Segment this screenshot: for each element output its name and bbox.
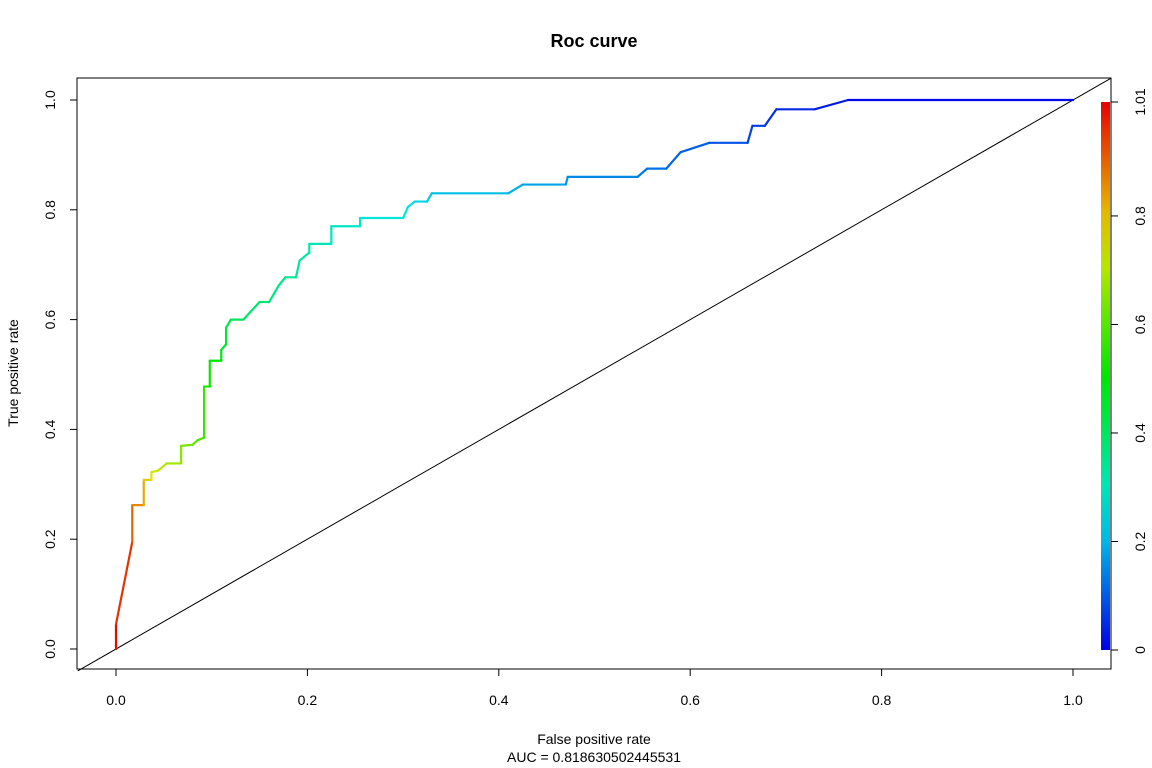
roc-segment <box>114 540 134 626</box>
colorbar-bar <box>1101 102 1110 650</box>
y-axis: 0.0 0.2 0.4 0.6 0.8 1.0 <box>42 90 78 659</box>
roc-segment <box>242 300 261 321</box>
roc-segment <box>636 167 649 178</box>
y-tick-label: 0.2 <box>42 529 58 549</box>
y-tick-label: 0.6 <box>42 310 58 330</box>
colorbar-tick-label: 0.6 <box>1132 315 1148 335</box>
colorbar-tick-label: 1.01 <box>1132 88 1148 115</box>
roc-segment <box>220 343 228 351</box>
x-tick-label: 1.0 <box>1063 692 1083 708</box>
y-tick-label: 1.0 <box>42 90 58 110</box>
roc-segment <box>224 318 232 329</box>
y-tick-label: 0.4 <box>42 419 58 439</box>
diagonal-line <box>77 77 1112 672</box>
roc-segment <box>406 200 416 209</box>
diagonal-layer <box>77 77 1112 672</box>
roc-segment <box>150 469 160 474</box>
roc-curve <box>114 98 1075 651</box>
roc-segment <box>196 436 206 442</box>
x-tick-label: 0.8 <box>872 692 892 708</box>
roc-segment <box>268 284 280 304</box>
y-tick-label: 0.8 <box>42 200 58 220</box>
y-axis-title: True positive rate <box>5 319 21 427</box>
x-tick-label: 0.4 <box>489 692 509 708</box>
roc-segment <box>679 141 711 154</box>
roc-segment <box>763 108 778 127</box>
x-tick-label: 0.0 <box>106 692 126 708</box>
x-axis-title: False positive rate <box>537 731 651 747</box>
chart-title: Roc curve <box>550 31 637 51</box>
roc-segment <box>564 175 569 186</box>
roc-segment <box>425 192 433 203</box>
roc-segment <box>665 151 682 170</box>
colorbar-tick-label: 0 <box>1132 646 1148 654</box>
roc-segment <box>277 276 287 287</box>
colorbar: 0 0.2 0.4 0.6 0.8 1.01 <box>1101 88 1148 654</box>
colorbar-tick-label: 0.2 <box>1132 532 1148 552</box>
roc-segment <box>746 124 754 144</box>
auc-subtitle: AUC = 0.818630502445531 <box>507 749 681 765</box>
colorbar-tick-label: 0.4 <box>1132 423 1148 443</box>
colorbar-tick-label: 0.8 <box>1132 206 1148 226</box>
roc-segment <box>402 205 409 220</box>
roc-segment <box>157 462 168 472</box>
x-axis: 0.0 0.2 0.4 0.6 0.8 1.0 <box>106 668 1083 708</box>
roc-segment <box>294 259 301 279</box>
roc-segment <box>179 443 194 447</box>
y-tick-label: 0.0 <box>42 639 58 659</box>
roc-segment <box>298 251 311 262</box>
roc-segment <box>813 98 850 111</box>
x-tick-label: 0.6 <box>680 692 700 708</box>
roc-segment <box>507 183 524 195</box>
x-tick-label: 0.2 <box>298 692 318 708</box>
